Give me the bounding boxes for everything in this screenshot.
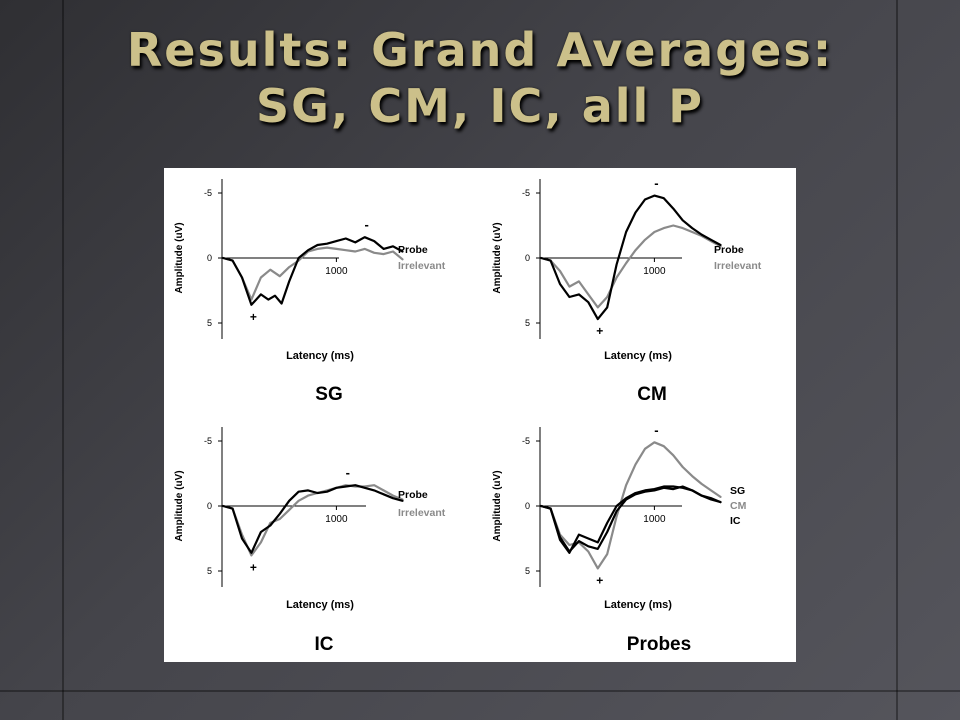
panel-2-y-tick-label-3: 5	[525, 318, 530, 328]
panel-1-y-tick-label-3: 5	[207, 318, 212, 328]
frame-line-bottom	[0, 690, 960, 692]
slide-title: Results: Grand Averages: SG, CM, IC, all…	[60, 22, 900, 134]
panel-1-x-axis-label: Latency (ms)	[286, 350, 354, 362]
panel-2-y-tick-label-2: 0	[525, 253, 530, 263]
panel-4-x-axis-label: Latency (ms)	[604, 599, 672, 611]
panel-3-x-tick-label-1: 1000	[325, 514, 348, 525]
panel-3-y-tick-label-2: 0	[207, 501, 212, 511]
panel-1-y-tick-label-1: -5	[204, 188, 212, 198]
panel-1-legend-probe: Probe	[398, 244, 428, 256]
panel-2-y-axis-label: Amplitude (uV)	[492, 222, 503, 293]
panel-3-legend-irrelevant: Irrelevant	[398, 507, 446, 519]
panel-1-legend-irrelevant: Irrelevant	[398, 260, 446, 272]
panel-1-series-irrelevant-line	[221, 246, 404, 301]
panel-3-y-tick-label-1: -5	[204, 436, 212, 446]
panel-3-legend-probe: Probe	[398, 489, 428, 501]
panel-3-annotation-negative: -	[346, 465, 350, 480]
panel-4-y-axis-label: Amplitude (uV)	[492, 470, 503, 541]
panel-3-y-axis-label: Amplitude (uV)	[174, 470, 185, 541]
erp-figure: -5 0 5 1000 Amplitude (uV) Latency (ms) - + Prob…	[164, 168, 796, 662]
panel-4-annotation-positive: +	[596, 573, 603, 587]
panel-1-y-tick-label-2: 0	[207, 253, 212, 263]
panel-1-annotation-negative: -	[365, 217, 369, 232]
panel-2-annotation-positive: +	[596, 324, 603, 338]
panel-1-annotation-positive: +	[250, 310, 257, 324]
frame-line-right	[896, 0, 898, 720]
panel-2-x-tick-label-1: 1000	[643, 266, 666, 277]
panel-3-y-tick-label-3: 5	[207, 566, 212, 576]
panel-1-x-tick-label-1: 1000	[325, 266, 348, 277]
panel-2-series-probe-line	[540, 194, 722, 321]
panel-2-annotation-negative: -	[654, 176, 658, 191]
panel-3-series-irrelevant-line	[221, 484, 404, 557]
panel-4-legend-ic: IC	[730, 515, 741, 527]
panel-2-legend-probe: Probe	[714, 244, 744, 256]
panel-4-x-tick-label-1: 1000	[643, 514, 666, 525]
panel-2-x-axis-label: Latency (ms)	[604, 350, 672, 362]
panel-2-y-tick-label-1: -5	[522, 188, 530, 198]
panel-4-y-tick-label-3: 5	[525, 566, 530, 576]
panel-3-panel-label: IC	[315, 634, 334, 655]
panel-4-series-cm-line	[540, 441, 722, 570]
panel-4-panel-label: Probes	[627, 634, 691, 655]
panel-2-panel-label: CM	[637, 384, 667, 405]
panel-2-series-irrelevant-line	[540, 224, 722, 309]
panel-3-series-probe-line	[221, 484, 404, 554]
slide-title-line-2: SG, CM, IC, all P	[255, 79, 705, 133]
panel-1-panel-label: SG	[315, 384, 342, 405]
panel-2-legend-irrelevant: Irrelevant	[714, 260, 762, 272]
panel-4-series-ic-line	[540, 485, 722, 554]
panel-1-series-probe-line	[221, 236, 404, 306]
frame-line-left	[62, 0, 64, 720]
panel-3-x-axis-label: Latency (ms)	[286, 599, 354, 611]
panel-4-y-tick-label-2: 0	[525, 501, 530, 511]
panel-1-y-axis-label: Amplitude (uV)	[174, 222, 185, 293]
panel-4-y-tick-label-1: -5	[522, 436, 530, 446]
panel-3-annotation-positive: +	[250, 560, 257, 574]
panel-4-annotation-negative: -	[654, 422, 658, 437]
slide-title-line-1: Results: Grand Averages:	[126, 23, 834, 77]
panel-4-legend-sg: SG	[730, 485, 745, 497]
panel-4-legend-cm: CM	[730, 500, 747, 512]
